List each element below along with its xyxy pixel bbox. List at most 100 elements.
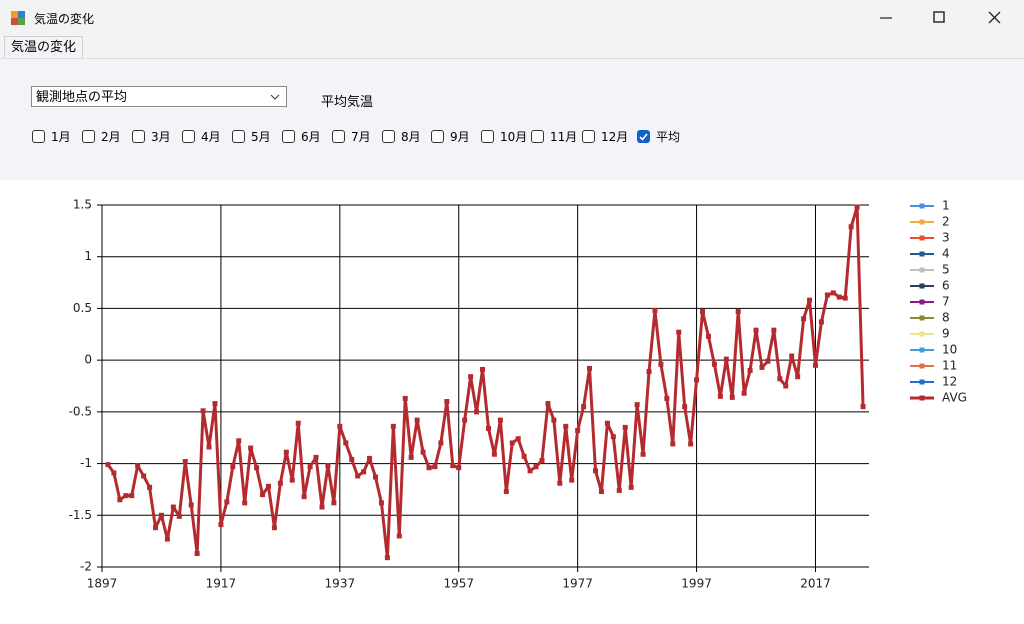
tab[interactable]: 気温の変化 — [4, 36, 84, 59]
data-point — [658, 361, 664, 367]
data-point — [688, 441, 694, 447]
data-point — [753, 327, 759, 333]
data-point — [777, 376, 783, 382]
data-point — [355, 473, 361, 479]
checkbox[interactable]: 1月 — [32, 128, 71, 144]
checkbox[interactable]: 4月 — [182, 128, 221, 144]
legend-label: 12 — [942, 375, 957, 389]
data-point — [717, 393, 723, 399]
legend-label: 6 — [942, 279, 950, 293]
data-point — [307, 464, 313, 470]
data-point — [515, 436, 521, 442]
checkbox-label: 12月 — [601, 129, 629, 144]
checkbox[interactable]: 平均 — [637, 128, 680, 144]
legend-marker — [919, 219, 925, 225]
data-point — [563, 423, 569, 429]
data-point — [135, 463, 141, 469]
dropdown-arrow — [270, 94, 280, 100]
checkbox[interactable]: 8月 — [382, 128, 421, 144]
data-point — [373, 474, 379, 480]
window-title: 気温の変化 — [34, 12, 95, 26]
data-point — [147, 484, 153, 490]
legend-marker — [919, 379, 925, 385]
legend-label: 2 — [942, 215, 950, 229]
checkbox[interactable]: 9月 — [431, 128, 470, 144]
data-point — [426, 465, 432, 471]
checkbox[interactable]: 6月 — [282, 128, 321, 144]
data-point — [771, 327, 777, 333]
legend-label: 3 — [942, 231, 950, 245]
title-bar: 気温の変化 — [0, 0, 1024, 36]
data-point — [444, 399, 450, 405]
checkbox-box — [382, 129, 395, 143]
data-point — [622, 424, 628, 430]
data-point — [527, 468, 533, 474]
data-point — [664, 395, 670, 401]
legend-marker — [919, 395, 925, 401]
data-point — [503, 488, 509, 494]
data-point — [545, 401, 551, 407]
checkbox[interactable]: 10月 — [481, 128, 527, 144]
data-point — [682, 404, 688, 410]
data-point — [349, 456, 355, 462]
data-point — [616, 487, 622, 493]
data-point — [646, 369, 652, 375]
data-point — [260, 492, 266, 498]
legend-marker — [919, 283, 925, 289]
data-point — [236, 438, 242, 444]
data-point — [711, 361, 717, 367]
data-point — [432, 464, 438, 470]
data-point — [301, 494, 307, 500]
window-buttons[interactable] — [870, 8, 1010, 28]
checkbox-label: 9月 — [450, 129, 470, 144]
checkbox[interactable]: 12月 — [582, 128, 628, 144]
data-point — [343, 440, 349, 446]
data-point — [604, 420, 610, 426]
data-point — [765, 358, 771, 364]
data-point — [509, 440, 515, 446]
data-point — [194, 551, 200, 557]
data-point — [723, 356, 729, 362]
checkbox-label: 5月 — [251, 129, 271, 144]
data-point — [640, 451, 646, 457]
checkbox[interactable]: 5月 — [232, 128, 271, 144]
data-point — [176, 513, 182, 519]
data-point — [206, 444, 212, 450]
data-point — [105, 462, 111, 468]
data-point — [111, 470, 117, 476]
checkbox-box — [531, 129, 544, 143]
data-point — [170, 504, 176, 510]
checkbox[interactable]: 11月 — [531, 128, 577, 144]
checkbox-box — [332, 129, 345, 143]
station-combobox[interactable]: 観測地点の平均 — [31, 86, 287, 107]
checkbox-box — [232, 129, 245, 143]
data-point — [117, 497, 123, 503]
data-point — [491, 451, 497, 457]
legend-label: 7 — [942, 295, 950, 309]
check-mark — [639, 132, 648, 141]
data-point — [694, 377, 700, 383]
data-point — [818, 319, 824, 325]
data-point — [248, 445, 254, 451]
checkbox[interactable]: 2月 — [82, 128, 121, 144]
data-point — [283, 449, 289, 455]
x-tick-label: 1937 — [325, 577, 356, 591]
data-point — [230, 464, 236, 470]
x-tick-label: 1957 — [443, 577, 474, 591]
data-point — [319, 504, 325, 510]
data-point — [836, 294, 842, 300]
data-point — [182, 459, 188, 465]
data-point — [824, 292, 830, 298]
data-point — [801, 316, 807, 322]
x-tick-label: 1917 — [206, 577, 237, 591]
checkbox[interactable]: 7月 — [332, 128, 371, 144]
data-point — [569, 477, 575, 483]
checkbox-box — [582, 129, 595, 143]
data-point — [129, 493, 135, 499]
data-point — [188, 502, 194, 508]
checkbox[interactable]: 3月 — [132, 128, 171, 144]
data-point — [705, 333, 711, 339]
control-panel — [0, 58, 1024, 181]
data-point — [402, 395, 408, 401]
